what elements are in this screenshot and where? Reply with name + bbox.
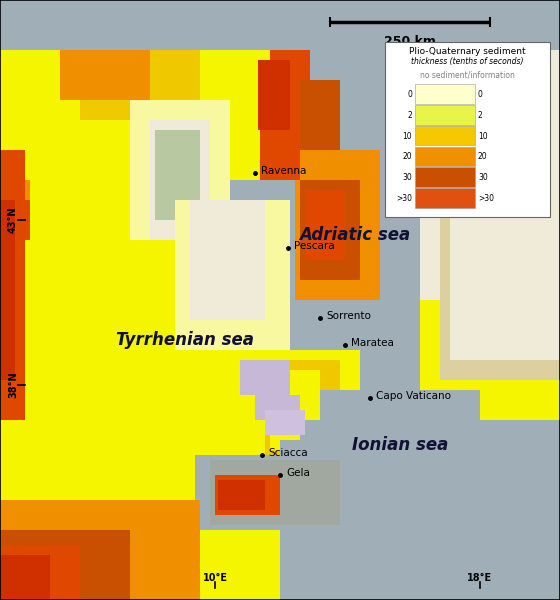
Bar: [415, 188, 475, 208]
Text: thickness (tenths of seconds): thickness (tenths of seconds): [411, 57, 524, 66]
Bar: [415, 146, 475, 166]
Text: Ravenna: Ravenna: [261, 166, 306, 176]
Text: 30: 30: [478, 173, 488, 182]
Bar: [415, 84, 475, 104]
Text: 250 km: 250 km: [384, 35, 436, 48]
Text: Tyrrhenian sea: Tyrrhenian sea: [116, 331, 254, 349]
Text: Adriatic sea: Adriatic sea: [300, 226, 410, 244]
Text: Pescara: Pescara: [294, 241, 335, 251]
Bar: [415, 105, 475, 125]
Text: Ionian sea: Ionian sea: [352, 436, 448, 454]
Text: 18°E: 18°E: [468, 573, 493, 583]
Text: 30: 30: [402, 173, 412, 182]
Text: 10: 10: [478, 131, 488, 140]
Bar: [415, 125, 475, 145]
Text: 20: 20: [478, 152, 488, 161]
Text: Sorrento: Sorrento: [326, 311, 371, 321]
Bar: [415, 167, 475, 187]
Text: 10°E: 10°E: [203, 573, 227, 583]
Text: 0: 0: [407, 90, 412, 99]
Text: 0: 0: [478, 90, 483, 99]
Text: 43°N: 43°N: [8, 207, 18, 233]
Text: Plio-Quaternary sediment: Plio-Quaternary sediment: [409, 47, 526, 56]
Text: >30: >30: [478, 194, 494, 203]
Text: Sciacca: Sciacca: [268, 448, 307, 458]
Text: Gela: Gela: [286, 468, 310, 478]
Text: Capo Vaticano: Capo Vaticano: [376, 391, 451, 401]
Text: 20: 20: [403, 152, 412, 161]
Text: 2: 2: [407, 111, 412, 120]
Text: >30: >30: [396, 194, 412, 203]
Text: 10: 10: [403, 131, 412, 140]
Text: 2: 2: [478, 111, 483, 120]
Text: Maratea: Maratea: [351, 338, 394, 348]
Text: 38°N: 38°N: [8, 371, 18, 398]
Bar: [385, 42, 550, 217]
Text: no sediment/information: no sediment/information: [420, 70, 515, 79]
